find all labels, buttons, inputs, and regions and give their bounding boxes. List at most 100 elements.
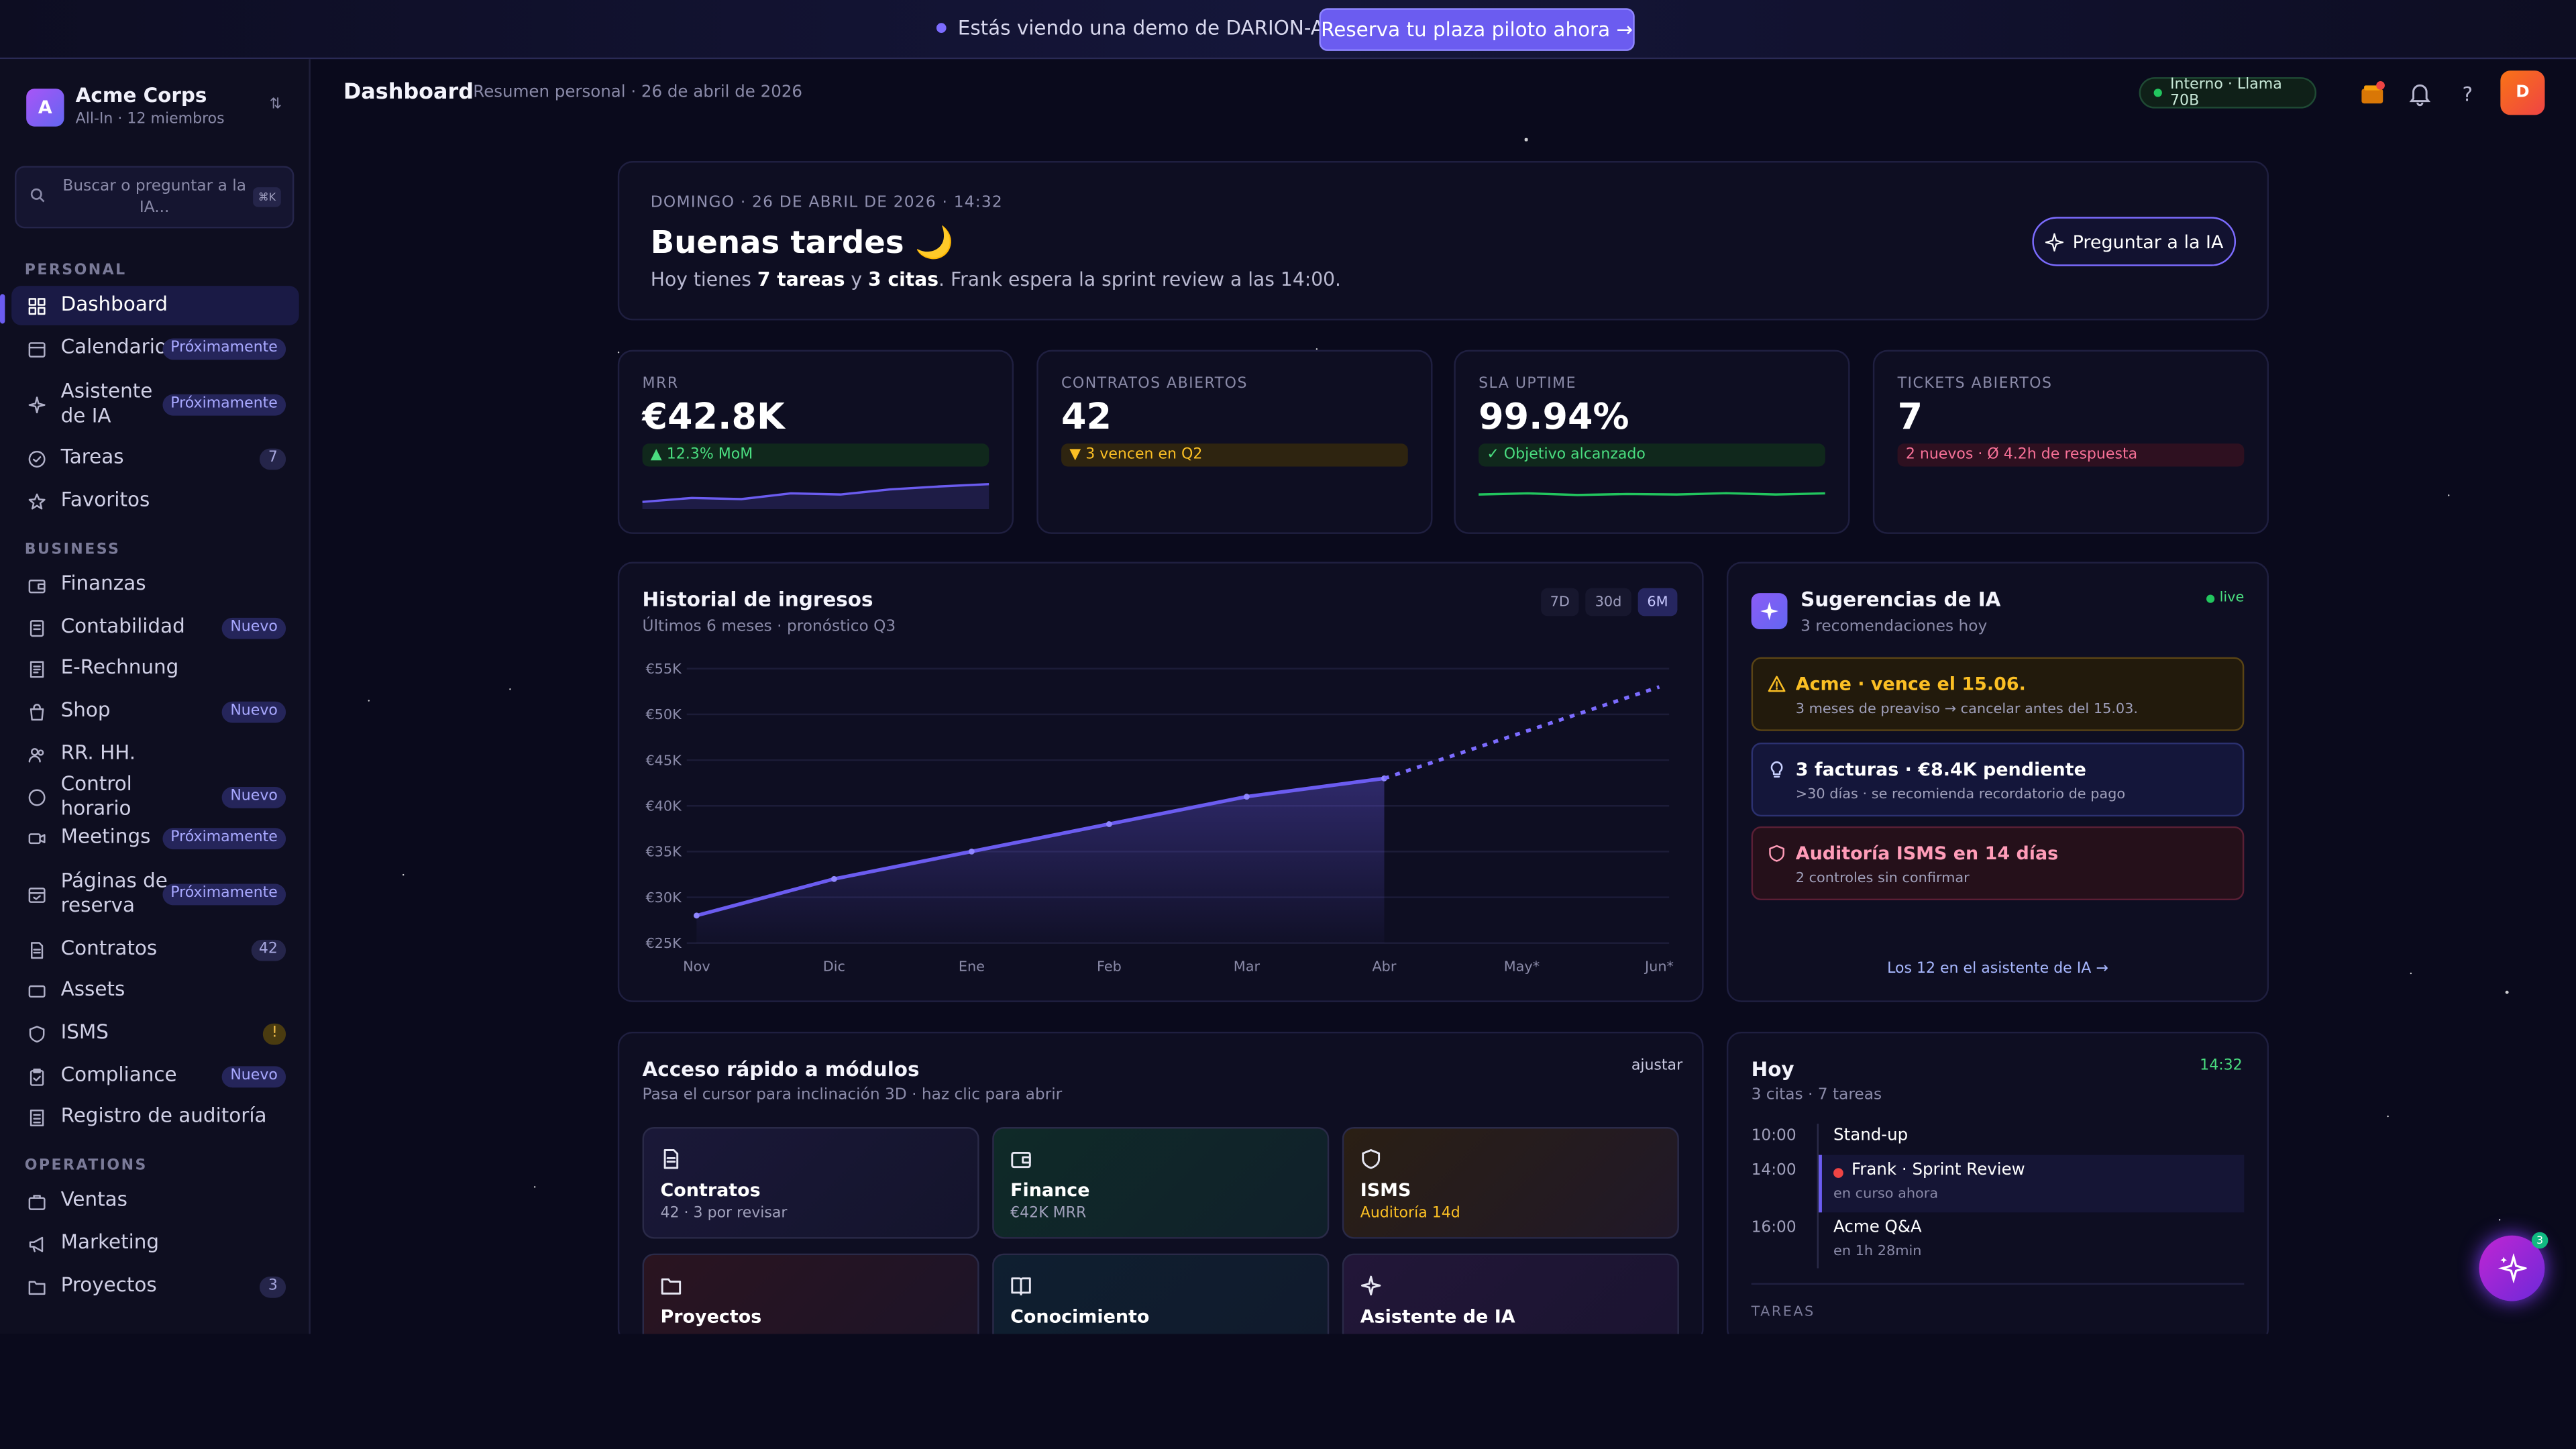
kpi-card-tickets-abiertos[interactable] bbox=[1872, 350, 2269, 534]
kpi-trend-badge: 2 nuevos · Ø 4.2h de respuesta bbox=[1897, 443, 2245, 467]
sidebar-item-assets[interactable]: Assets bbox=[11, 971, 299, 1010]
sidebar-item-meetings[interactable]: Meetings Próximamente bbox=[11, 818, 299, 858]
sidebar-item-finanzas[interactable]: Finanzas bbox=[11, 565, 299, 604]
module-subtitle: €42K MRR bbox=[1010, 1205, 1087, 1223]
revenue-line bbox=[696, 776, 1385, 918]
summary-tasks: 7 tareas bbox=[757, 268, 845, 291]
module-tile-contratos[interactable]: Contratos 42 · 3 por revisar bbox=[642, 1127, 979, 1239]
sparkline-line bbox=[642, 483, 989, 503]
revenue-point bbox=[830, 875, 837, 882]
sidebar-item-marketing[interactable]: Marketing bbox=[11, 1224, 299, 1263]
event-time: 16:00 bbox=[1751, 1219, 1796, 1238]
sidebar-item-label: Favoritos bbox=[60, 488, 150, 512]
suggestion-item[interactable]: Acme · vence el 15.06. 3 meses de preavis… bbox=[1751, 657, 2245, 731]
megaphone-icon bbox=[29, 1236, 44, 1252]
greeting-card bbox=[617, 161, 2269, 321]
org-name[interactable]: Acme Corps bbox=[75, 83, 207, 107]
sidebar-item-label: Contratos bbox=[60, 936, 158, 960]
range-30d-button[interactable]: 30d bbox=[1585, 588, 1631, 616]
background-star bbox=[368, 700, 370, 702]
sidebar-item-label: Tareas bbox=[60, 445, 124, 469]
sidebar-item-contratos[interactable]: Contratos 42 bbox=[11, 930, 299, 969]
sidebar-item-e-rechnung[interactable]: E-Rechnung bbox=[11, 649, 299, 688]
inbox-icon[interactable] bbox=[2359, 80, 2385, 107]
sidebar-item-label: Control horario bbox=[60, 771, 132, 820]
kpi-sparkline bbox=[642, 483, 989, 510]
sidebar-item-label: E-Rechnung bbox=[60, 655, 179, 680]
module-title: Conocimiento bbox=[1010, 1305, 1150, 1328]
greeting-summary: Hoy tienes 7 tareas y 3 citas. Frank esp… bbox=[651, 268, 1341, 290]
kpi-card-mrr[interactable] bbox=[617, 350, 1014, 534]
help-icon[interactable]: ? bbox=[2455, 80, 2481, 107]
sidebar-item-proyectos[interactable]: Proyectos 3 bbox=[11, 1267, 299, 1306]
user-avatar[interactable]: D bbox=[2500, 70, 2545, 115]
banner-dot-icon bbox=[936, 23, 947, 33]
book-icon bbox=[1011, 1277, 1031, 1296]
live-event-dot-icon bbox=[1833, 1168, 1843, 1178]
sidebar-badge: Próximamente bbox=[162, 883, 286, 905]
kpi-card-sla-uptime[interactable] bbox=[1454, 350, 1850, 534]
bell-icon[interactable] bbox=[2407, 80, 2433, 107]
org-switch-icon[interactable]: ⇅ bbox=[269, 97, 282, 113]
module-tile-finance[interactable]: Finance €42K MRR bbox=[992, 1127, 1330, 1239]
revenue-title: Historial de ingresos bbox=[642, 588, 873, 612]
suggestion-item[interactable]: Auditoría ISMS en 14 días 2 controles sin… bbox=[1751, 826, 2245, 901]
sidebar-item-shop[interactable]: Shop Nuevo bbox=[11, 692, 299, 731]
sparkle-icon bbox=[28, 395, 46, 413]
sidebar-item-tareas[interactable]: Tareas 7 bbox=[11, 439, 299, 478]
sidebar-item-label: Meetings bbox=[60, 825, 151, 849]
booking-icon bbox=[28, 887, 46, 902]
module-title: ISMS bbox=[1360, 1179, 1411, 1201]
model-status-badge[interactable]: Interno · Llama 70B bbox=[2139, 76, 2317, 109]
sidebar-item-calendario[interactable]: Calendario Próximamente bbox=[11, 329, 299, 368]
warning-icon bbox=[1768, 676, 1786, 692]
event-subtitle: en curso ahora bbox=[1833, 1186, 1939, 1203]
range-6m-button[interactable]: 6M bbox=[1638, 588, 1678, 616]
event-title[interactable]: Acme Q&A bbox=[1833, 1219, 1922, 1238]
module-title: Asistente de IA bbox=[1360, 1305, 1515, 1328]
sparkline-area bbox=[642, 484, 989, 510]
sidebar-item-asistente-de-ia[interactable]: Asistente de IA Próximamente bbox=[11, 376, 299, 432]
event-title[interactable]: Stand-up bbox=[1833, 1127, 1909, 1145]
sidebar-item-contabilidad[interactable]: Contabilidad Nuevo bbox=[11, 608, 299, 647]
sidebar-badge: 7 bbox=[260, 447, 286, 470]
range-7d-button[interactable]: 7D bbox=[1541, 588, 1579, 616]
suggestion-subtitle: 2 controles sin confirmar bbox=[1795, 870, 1970, 888]
sidebar-item-control-horario[interactable]: Control horario Nuevo bbox=[11, 769, 299, 824]
adjust-button[interactable]: ajustar bbox=[1631, 1058, 1683, 1075]
sidebar-item-paginas-de-reserva[interactable]: Páginas de reserva Próximamente bbox=[11, 866, 299, 922]
sidebar-item-label: Calendario bbox=[60, 335, 167, 359]
current-event-highlight[interactable] bbox=[1819, 1155, 2245, 1213]
suggestions-subtitle: 3 recomendaciones hoy bbox=[1801, 617, 1988, 636]
sidebar-badge: Nuevo bbox=[222, 1065, 286, 1087]
module-tile-isms[interactable]: ISMS Auditoría 14d bbox=[1342, 1127, 1679, 1239]
book-pilot-button[interactable]: Reserva tu plaza piloto ahora → bbox=[1319, 8, 1635, 51]
suggestion-item[interactable]: 3 facturas · €8.4K pendiente >30 días · s… bbox=[1751, 741, 2245, 816]
sidebar-item-dashboard[interactable]: Dashboard bbox=[11, 286, 299, 325]
background-star bbox=[2447, 494, 2450, 496]
ask-ai-button[interactable]: Preguntar a la IA bbox=[2032, 217, 2237, 266]
sidebar-item-isms[interactable]: ISMS! bbox=[11, 1014, 299, 1053]
suggestions-more-link[interactable]: Los 12 en el asistente de IA → bbox=[1887, 961, 2108, 978]
event-subtitle: en 1h 28min bbox=[1833, 1243, 1922, 1260]
x-tick-label: May* bbox=[1504, 958, 1540, 974]
background-star bbox=[617, 352, 620, 354]
search-input[interactable] bbox=[15, 166, 294, 229]
org-logo[interactable]: A bbox=[26, 89, 64, 127]
calendar-icon bbox=[28, 341, 46, 357]
svg-text:?: ? bbox=[2463, 83, 2473, 106]
y-tick-label: €45K bbox=[645, 752, 682, 768]
monitor-icon bbox=[28, 984, 46, 997]
sidebar-item-registro-de-auditoria[interactable]: Registro de auditoría bbox=[11, 1097, 299, 1137]
status-dot-icon bbox=[2153, 89, 2162, 97]
sidebar-item-rr-hh[interactable]: RR. HH. bbox=[11, 735, 299, 774]
summary-mid: y bbox=[845, 268, 869, 291]
kpi-trend-badge: ✓ Objetivo alcanzado bbox=[1479, 443, 1825, 467]
sidebar-item-ventas[interactable]: Ventas bbox=[11, 1181, 299, 1221]
sidebar-item-compliance[interactable]: Compliance Nuevo bbox=[11, 1057, 299, 1096]
kpi-card-contratos-abiertos[interactable] bbox=[1036, 350, 1433, 534]
sidebar-item-favoritos[interactable]: Favoritos bbox=[11, 482, 299, 521]
active-indicator bbox=[0, 294, 5, 324]
sidebar-item-label: Assets bbox=[60, 977, 125, 1002]
